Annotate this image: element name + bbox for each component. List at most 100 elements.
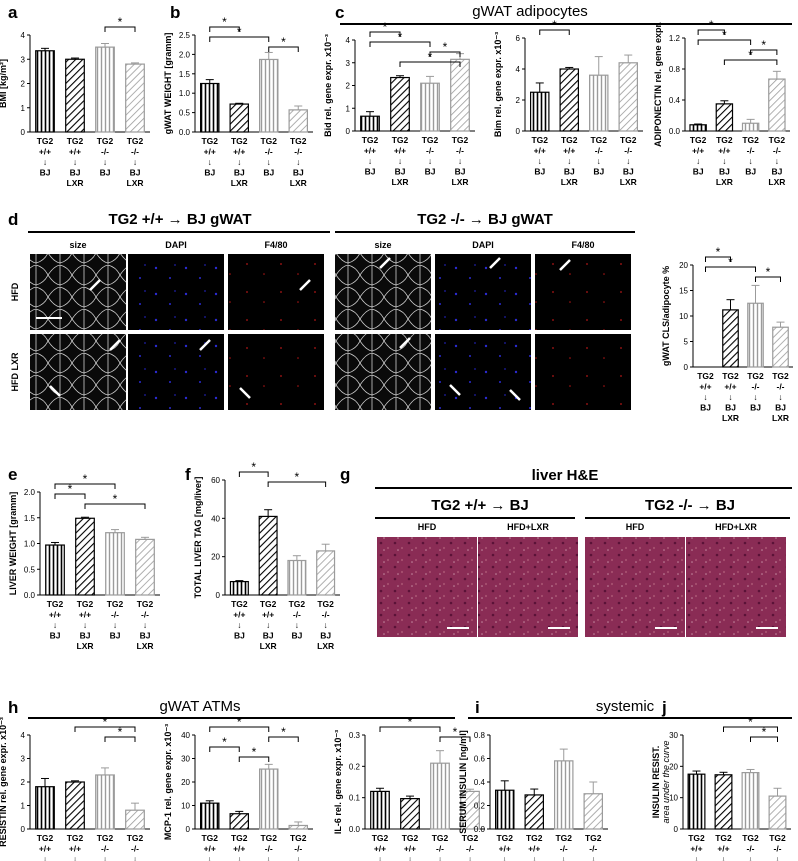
arrow-marker: [299, 279, 311, 291]
x-tick-label: LXR: [317, 641, 334, 651]
significance-bracket: [705, 256, 731, 262]
x-tick-label: BJ: [455, 167, 466, 177]
bar: [687, 773, 706, 830]
x-tick-label: TG2: [231, 599, 248, 609]
x-tick-label: TG2: [37, 833, 54, 843]
bar: [524, 794, 544, 830]
x-tick-label: BJ: [291, 631, 302, 641]
y-tick-label: 30: [669, 731, 678, 740]
x-tick-label: TG2: [201, 136, 218, 146]
bar: [229, 813, 249, 830]
y-tick-label: 0.5: [179, 109, 191, 118]
panel-label-j: j: [661, 698, 667, 717]
significance-star: *: [453, 725, 458, 739]
bar: [258, 515, 278, 596]
y-tick-label: 10: [669, 794, 678, 803]
x-tick-label: ↓: [753, 392, 757, 402]
x-tick-label: ↓: [721, 854, 725, 861]
x-tick-label: ↓: [237, 854, 241, 861]
bar: [390, 76, 410, 132]
y-tick-label: 0.2: [474, 802, 486, 811]
significance-star: *: [103, 715, 108, 729]
x-tick-label: ↓: [83, 620, 87, 630]
y-tick-label: 10: [181, 802, 190, 811]
y-tick-label: 0: [216, 591, 221, 600]
x-tick-label: BJ: [564, 167, 575, 177]
x-tick-label: TG2: [107, 599, 124, 609]
significance-bracket: [104, 736, 136, 742]
panel-label-h: h: [8, 698, 18, 717]
d-right-title: TG2 -/- → BJ gWAT: [417, 211, 553, 228]
x-tick-label: TG2: [392, 135, 409, 145]
x-tick-label: BJ: [534, 167, 545, 177]
x-tick-label: ↓: [398, 156, 402, 166]
y-tick-label: 1: [21, 802, 26, 811]
x-tick-label: +/+: [49, 610, 61, 620]
x-tick-label: -/-: [773, 844, 781, 854]
x-tick-label: ↓: [43, 157, 47, 167]
x-tick-label: +/+: [690, 844, 702, 854]
y-axis-label: SERUM INSULIN [ng/ml]: [458, 730, 468, 834]
x-tick-label: TG2: [561, 135, 578, 145]
x-tick-label: -/-: [265, 147, 273, 157]
chart-b: 0.0 0.5 1.0 1.5 2.0 2.5 gWAT WEIGHT [gramm] TG2…: [163, 3, 313, 188]
x-tick-label: LXR: [231, 178, 248, 188]
y-tick-label: 60: [211, 476, 220, 485]
panel-label-d: d: [8, 210, 18, 229]
significance-bracket: [697, 39, 752, 45]
bar: [400, 798, 420, 830]
micrograph: [435, 334, 531, 410]
x-tick-label: ↓: [775, 156, 779, 166]
x-tick-label: -/-: [101, 844, 109, 854]
x-tick-label: +/+: [699, 382, 711, 392]
significance-star: *: [722, 28, 727, 42]
x-tick-label: ↓: [133, 157, 137, 167]
micro-col-label: F4/80: [571, 240, 594, 250]
y-tick-label: 1: [346, 104, 351, 113]
bar: [495, 789, 515, 830]
x-tick-label: +/+: [204, 844, 216, 854]
x-tick-label: ↓: [378, 854, 382, 861]
x-tick-label: +/+: [724, 382, 736, 392]
bar: [75, 517, 95, 596]
y-tick-label: 0.0: [349, 825, 361, 834]
bar: [768, 78, 786, 132]
x-tick-label: -/-: [773, 146, 781, 156]
x-tick-label: TG2: [201, 833, 218, 843]
bar: [430, 762, 450, 830]
x-tick-label: -/-: [624, 146, 632, 156]
y-tick-label: 5: [684, 338, 689, 347]
liver-col-label: HFD+LXR: [507, 522, 549, 532]
y-tick-label: 0: [21, 128, 26, 137]
x-tick-label: TG2: [127, 833, 144, 843]
bar: [768, 795, 787, 830]
x-tick-label: BJ: [771, 167, 782, 177]
x-tick-label: +/+: [233, 844, 245, 854]
micro-col-label: size: [374, 240, 391, 250]
bar: [420, 82, 440, 132]
x-tick-label: BJ: [293, 168, 304, 178]
x-tick-label: -/-: [101, 147, 109, 157]
significance-bracket: [104, 26, 136, 32]
significance-star: *: [716, 245, 721, 259]
significance-bracket: [209, 746, 240, 752]
significance-star: *: [281, 35, 286, 49]
y-tick-label: 0.8: [474, 731, 486, 740]
y-tick-label: 3: [21, 755, 26, 764]
chart-j: 0 10 20 30 INSULIN RESIST. area under the cur…: [651, 698, 791, 861]
x-tick-label: BJ: [80, 631, 91, 641]
bar: [125, 63, 145, 133]
arrow-marker: [239, 387, 251, 399]
bar: [316, 550, 336, 596]
x-tick-label: LXR: [561, 177, 578, 187]
y-axis-label: gWAT WEIGHT [gramm]: [163, 33, 173, 135]
x-tick-label: +/+: [79, 610, 91, 620]
significance-bracket: [209, 726, 270, 732]
arrow-marker: [449, 384, 461, 396]
significance-bracket: [238, 471, 269, 477]
x-tick-label: LXR: [772, 413, 789, 423]
y-tick-label: 20: [679, 261, 688, 270]
